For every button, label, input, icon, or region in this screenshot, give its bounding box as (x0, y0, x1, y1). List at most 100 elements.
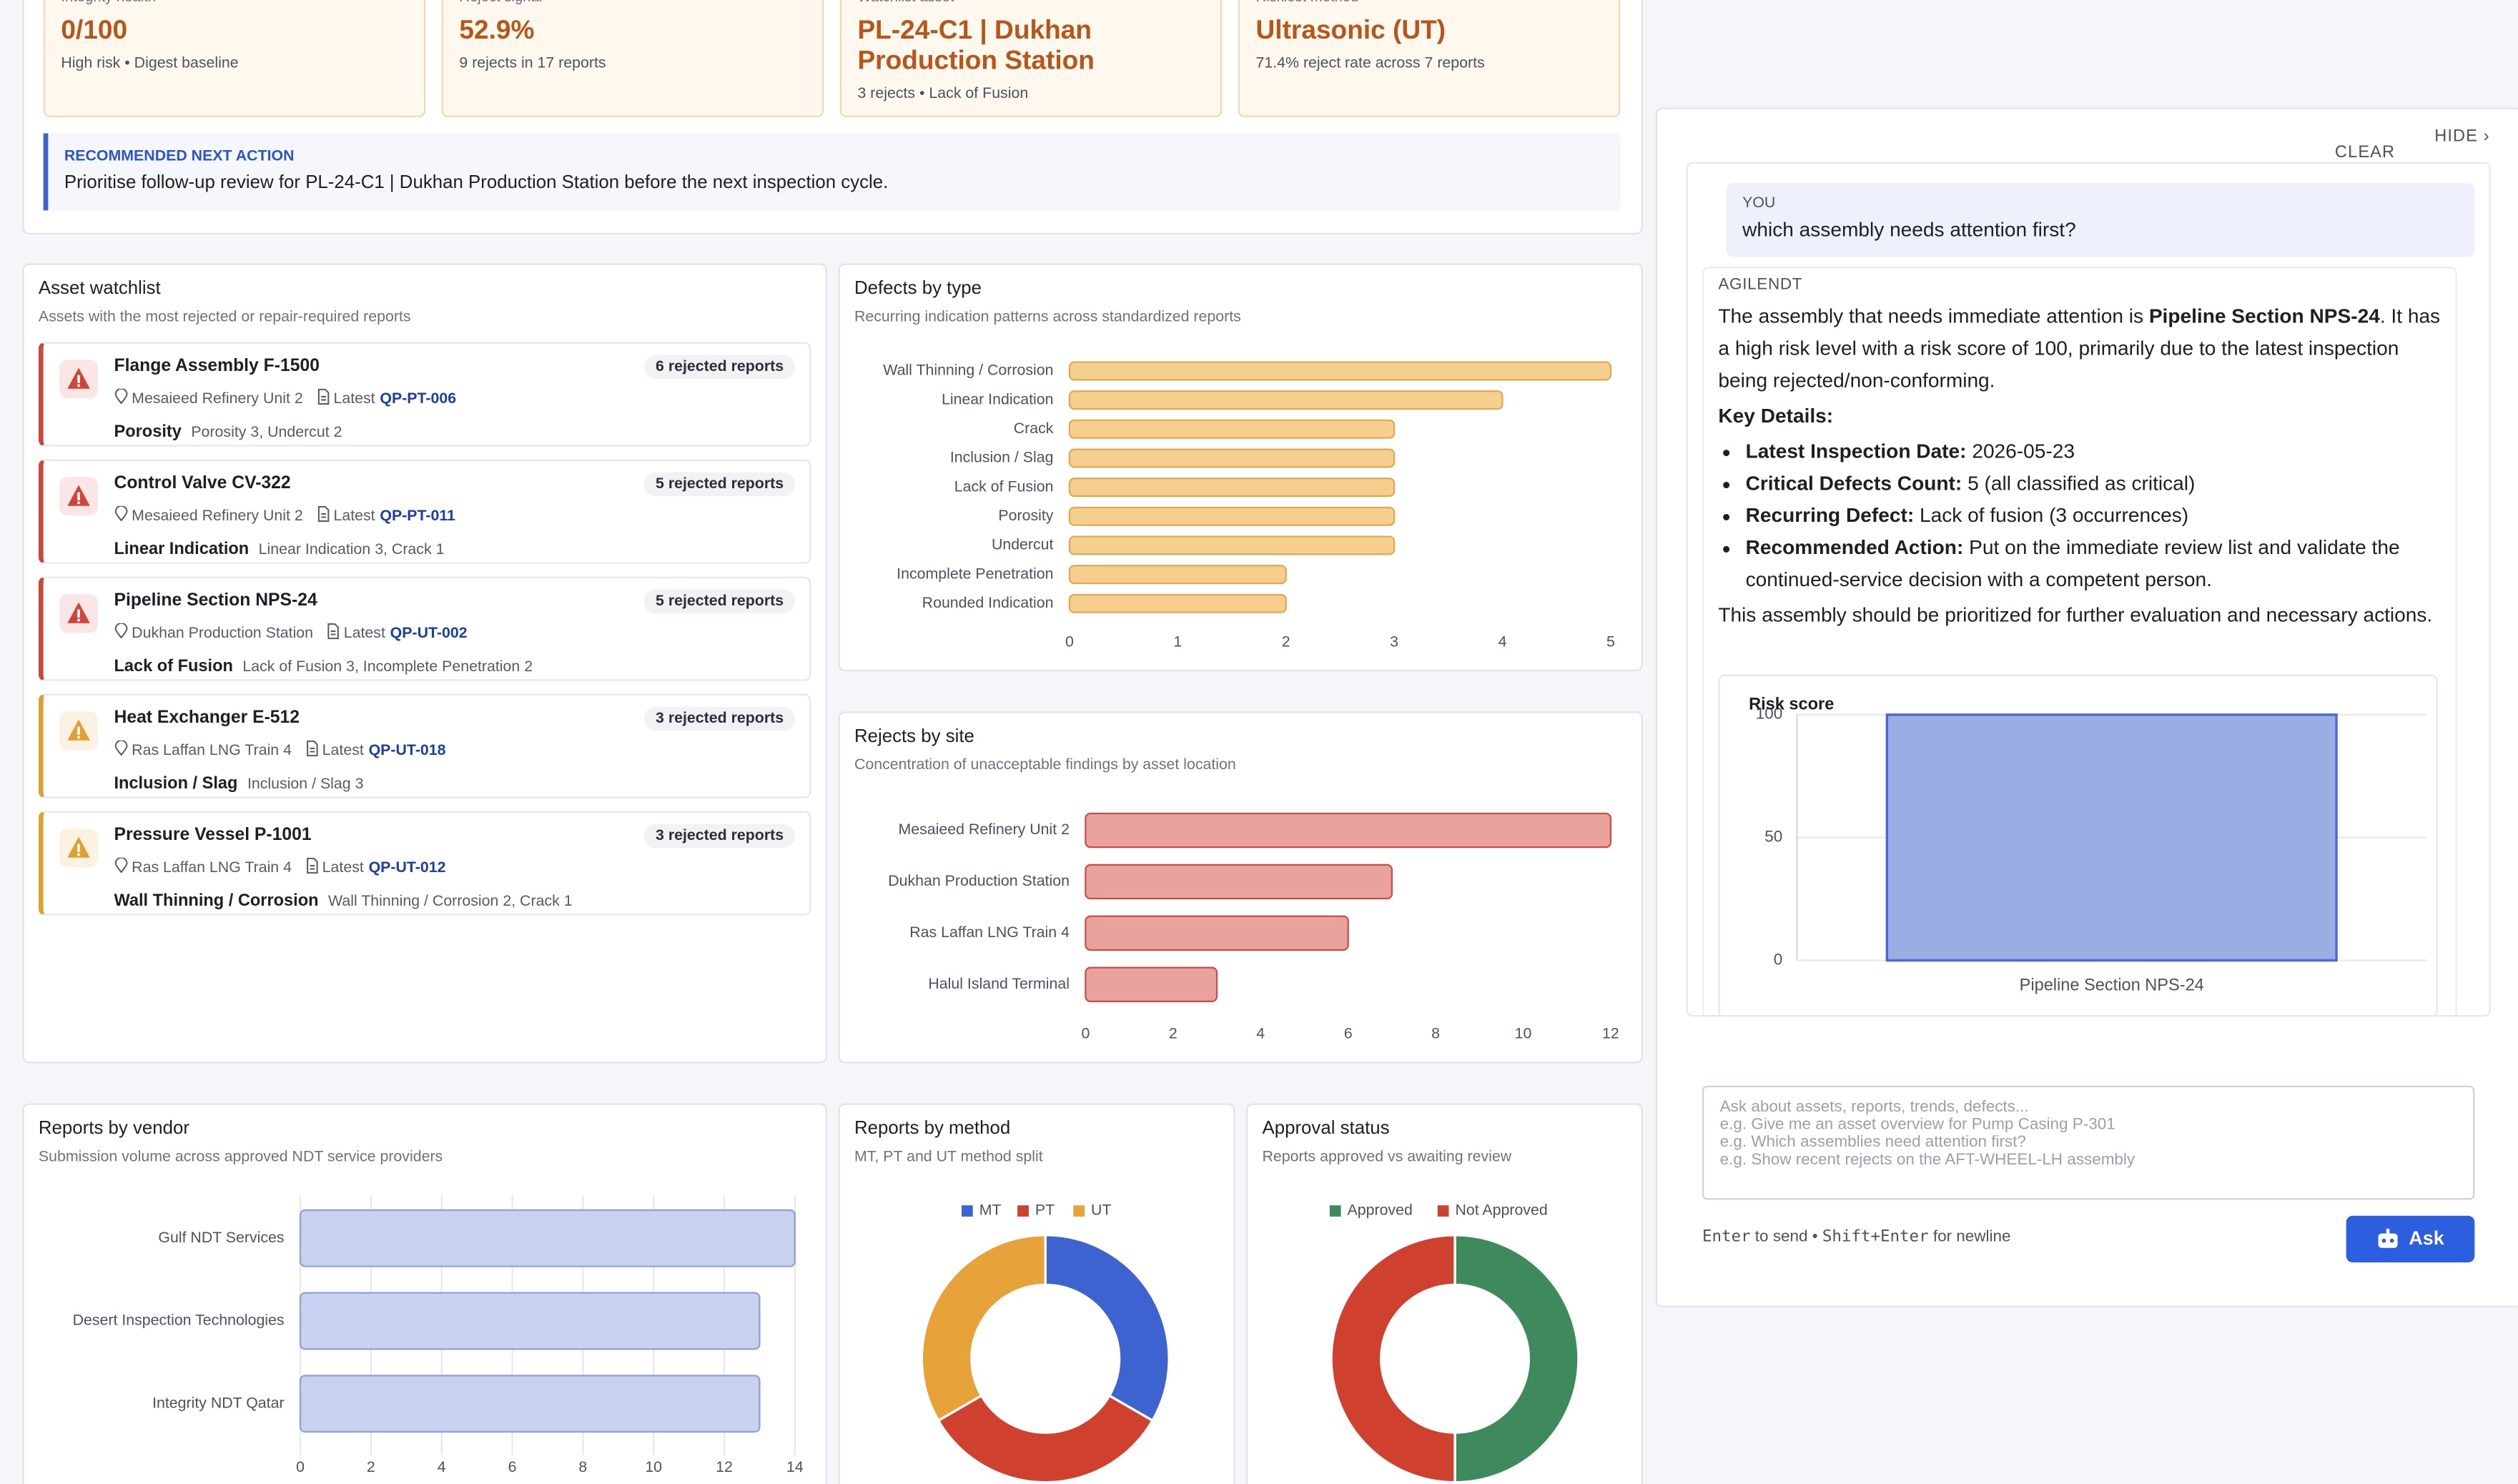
x-tick-label: 3 (1390, 633, 1398, 650)
x-tick-label: 4 (438, 1458, 446, 1475)
watchlist-row: Flange Assembly F-1500 6 rejected reports… (38, 342, 811, 447)
latest-label: Latest (333, 507, 375, 525)
bar (1085, 812, 1612, 849)
chart-panel: Defects by type Recurring indication pat… (838, 263, 1643, 672)
bar (1068, 448, 1396, 468)
asset-name: Pressure Vessel P-1001 (114, 825, 312, 845)
doc-icon (327, 623, 339, 640)
hide-button[interactable]: HIDE › (2434, 127, 2490, 147)
input-hint: Enter to send • Shift+Enter for newline (1702, 1229, 2011, 1247)
bot-icon (2378, 1228, 2398, 1248)
y-tick-label: Halul Island Terminal (928, 975, 1070, 992)
answer-item: Recurring Defect: Lack of fusion (3 occu… (1746, 500, 2442, 532)
defect-line: Inclusion / Slag Inclusion / Slag 3 (114, 768, 363, 796)
y-tick-label: Gulf NDT Services (158, 1229, 284, 1246)
y-tick-label: Integrity NDT Qatar (152, 1394, 284, 1411)
risk-chart-box: 0 50 100 Risk score Pipeline Section NPS-24 (1718, 674, 2438, 1015)
y-tick-label: Rounded Indication (922, 594, 1054, 611)
dot (77, 736, 80, 739)
warning-icon (59, 711, 99, 751)
legend-swatch (1073, 1205, 1085, 1217)
clear-button[interactable]: CLEAR (2334, 142, 2396, 162)
y-tick-label: Incomplete Penetration (897, 565, 1053, 582)
bar (1068, 478, 1396, 498)
dot (77, 384, 80, 387)
item-text: Put on the immediate review list and val… (1745, 536, 2400, 591)
doc-icon (317, 388, 329, 405)
warning-glyph (67, 719, 90, 741)
asset-name: Control Valve CV-322 (114, 473, 291, 493)
legend-label: UT (1091, 1202, 1111, 1219)
key: Enter (1702, 1228, 1751, 1247)
legend-swatch (962, 1205, 973, 1217)
chart: 0 2 4 6 8 10 12 14 Gulf NDT Services Desert Inspe… (73, 1194, 804, 1475)
chart-panel: Rejects by site Concentration of unaccep… (838, 711, 1643, 1064)
doc (306, 857, 317, 874)
chart-panel: Reports by method MT, PT and UT method s… (838, 1103, 1235, 1484)
answer-intro: The assembly that needs immediate attent… (1718, 300, 2441, 397)
site: Ras Laffan LNG Train 4 (132, 741, 292, 760)
dot (77, 501, 80, 505)
site: Mesaieed Refinery Unit 2 (132, 390, 303, 408)
recommendation-text: Prioritise follow-up review for PL-24-C1… (64, 173, 889, 193)
defect: Inclusion / Slag (114, 773, 238, 793)
warning-glyph (67, 836, 90, 858)
chat-input[interactable]: Ask about assets, reports, trends, defec… (1702, 1085, 2475, 1200)
site: Ras Laffan LNG Train 4 (132, 859, 292, 877)
watchlist-row: Pipeline Section NPS-24 5 rejected report… (38, 576, 811, 681)
x-tick-label: 0 (1081, 1025, 1090, 1042)
warning-icon (59, 477, 99, 516)
kpi-card: Riskiest method Ultrasonic (UT) 71.4% reje… (1238, 0, 1621, 118)
asset-meta: Ras Laffan LNG Train 4 Latest QP-UT-018 (114, 739, 445, 760)
answer-item: Latest Inspection Date: 2026-05-23 (1746, 435, 2442, 468)
y-tick-label: Inclusion / Slag (950, 449, 1054, 466)
pin (114, 856, 128, 874)
bar (1068, 390, 1504, 410)
chart: 0 2 4 6 8 10 12 Mesaieed Refinery Unit 2 Dukhan … (888, 812, 1619, 1042)
latest-label: Latest (333, 390, 375, 408)
chart-panel: Reports by vendor Submission volume acro… (22, 1103, 827, 1484)
ask-label: Ask (2409, 1227, 2444, 1250)
dot (77, 853, 80, 856)
bar (1068, 361, 1612, 381)
answer-heading: Key Details: (1718, 405, 1834, 427)
bar (1085, 915, 1349, 951)
dot (77, 618, 80, 622)
legend-label: Not Approved (1455, 1202, 1547, 1219)
panel-title: Asset watchlist (38, 279, 161, 299)
y-tick-label: Linear Indication (942, 390, 1053, 407)
y-tick-label: Wall Thinning / Corrosion (883, 362, 1053, 379)
defect-detail: Lack of Fusion 3, Incomplete Penetration… (242, 658, 533, 676)
pin (114, 622, 128, 639)
defect-line: Linear Indication Linear Indication 3, Cr… (114, 533, 444, 562)
kpi-card: Integrity health 0/100 High risk • Digest … (43, 0, 426, 118)
bang (77, 844, 80, 852)
x-tick-label: 12 (716, 1458, 733, 1475)
text: The assembly that needs immediate attent… (1718, 305, 2149, 328)
bar (1885, 713, 2338, 962)
panel-subtitle: Assets with the most rejected or repair-… (38, 308, 411, 327)
x-tick-label: 1 (1173, 633, 1182, 650)
ask-button[interactable]: Ask (2346, 1215, 2475, 1262)
x-tick-label: 6 (508, 1458, 517, 1475)
user-question: which assembly needs attention first? (1742, 218, 2076, 242)
panel-subtitle: MT, PT and UT method split (854, 1148, 1043, 1167)
report-id: QP-PT-011 (380, 507, 455, 525)
pin (114, 739, 128, 756)
bang (77, 492, 80, 500)
doc (306, 740, 317, 757)
kpi-value: 0/100 (61, 16, 128, 45)
answer-list: Latest Inspection Date: 2026-05-23Critic… (1718, 435, 2441, 596)
chart-title: Risk score (1749, 695, 1834, 713)
y-tick-label: Ras Laffan LNG Train 4 (909, 924, 1070, 941)
legend-swatch (1437, 1205, 1449, 1217)
x-tick-label: 6 (1344, 1025, 1353, 1042)
report-id: QP-UT-002 (390, 624, 468, 643)
donut-slice (920, 1234, 1047, 1423)
asset-meta: Ras Laffan LNG Train 4 Latest QP-UT-012 (114, 856, 445, 877)
x-tick-label: 0 (1065, 633, 1074, 650)
bar (299, 1375, 761, 1433)
key: Shift+Enter (1822, 1228, 1929, 1247)
bar (1085, 864, 1393, 900)
defect: Lack of Fusion (114, 656, 233, 676)
